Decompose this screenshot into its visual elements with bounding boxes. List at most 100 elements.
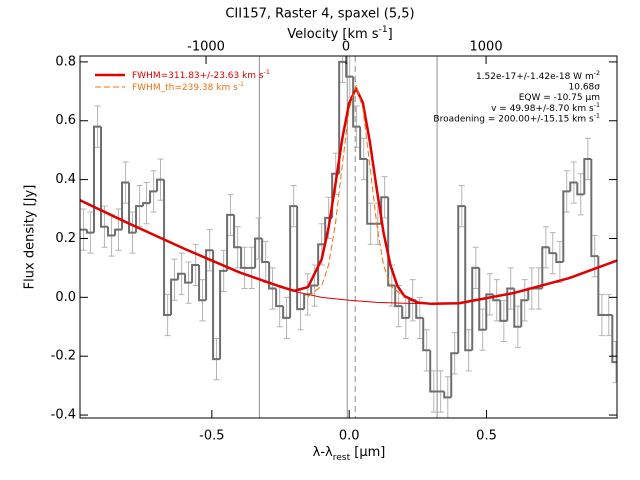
y-tick-label: 0.6 [55, 113, 76, 128]
step-bin [478, 267, 487, 331]
step-bin [569, 181, 578, 192]
y-tick-label: -0.4 [51, 408, 76, 423]
annotation: EQW = -10.75 μm [519, 93, 600, 103]
legend-label: FWHM_th=239.38 km s-1 [132, 81, 244, 93]
annotation: v = 49.98+/-8.70 km s-1 [491, 101, 600, 113]
y-tick-label: 0.2 [55, 231, 76, 246]
step-bin [597, 256, 606, 316]
step-bin [485, 293, 494, 330]
step-bin [275, 288, 284, 308]
step-bin [499, 300, 508, 322]
step-bin [611, 314, 617, 364]
step-bin [163, 179, 172, 316]
step-bin [261, 238, 270, 264]
x2-axis-label-sup: -1 [379, 25, 388, 35]
step-bin [198, 264, 207, 302]
step-bin [156, 178, 165, 192]
step-bin [345, 61, 354, 78]
x-axis-label-sub: rest [333, 453, 351, 463]
step-bin [219, 269, 228, 360]
step-bin [443, 391, 452, 399]
step-bin [93, 125, 102, 233]
step-bin [289, 205, 298, 318]
step-bin [429, 350, 438, 393]
step-bin [387, 197, 396, 287]
y-tick-label: 0.4 [55, 172, 76, 187]
step-bin [520, 299, 529, 327]
step-bin [149, 190, 158, 204]
x2-tick-label: -1000 [187, 40, 225, 55]
y-axis-label: Flux density [Jy] [23, 185, 38, 290]
annotation: 1.52e-17+/-1.42e-18 W m-2 [476, 70, 600, 82]
step-bin [513, 288, 522, 328]
fit-curve [307, 84, 405, 298]
step-bin [464, 206, 473, 352]
step-bin [583, 158, 592, 195]
step-bin [268, 262, 277, 290]
step-bin [310, 284, 319, 295]
step-bin [100, 126, 109, 228]
annotation: 10.68σ [569, 82, 601, 92]
x-tick-label: 0.0 [339, 429, 360, 444]
legend-label-sup: -1 [264, 69, 270, 76]
annotation-text: EQW = -10.75 μm [519, 93, 600, 103]
step-bin [562, 190, 571, 263]
annotation-sup: -1 [594, 101, 600, 108]
step-bin [107, 226, 116, 237]
step-bin [205, 249, 214, 301]
x-axis-label: λ-λrest [μm] [313, 445, 386, 463]
step-bin [135, 205, 144, 233]
x2-tick-label: 0 [342, 40, 350, 55]
step-bin [142, 202, 151, 207]
step-bin [401, 306, 410, 319]
step-bin [170, 278, 179, 315]
step-bin [576, 182, 585, 196]
annotation-sup: -1 [594, 112, 600, 119]
legend-label: FWHM=311.83+/-23.63 km s-1 [132, 69, 270, 81]
annotation-text: 1.52e-17+/-1.42e-18 W m [476, 72, 594, 82]
step-bin [177, 272, 186, 280]
x-axis-label-after: [μm] [350, 445, 385, 460]
step-bin [191, 263, 200, 283]
step-bin [121, 181, 130, 230]
step-bin [184, 273, 193, 284]
step-bin [590, 159, 599, 258]
step-bin [240, 247, 249, 269]
y-tick-label: -0.2 [51, 349, 76, 364]
legend-label-text: FWHM_th=239.38 km s [132, 83, 238, 93]
step-bin [422, 317, 431, 352]
step-bin [254, 237, 263, 268]
y-tick-label: 0.8 [55, 54, 76, 69]
step-bin [317, 243, 326, 286]
legend-label-sup: -1 [238, 81, 244, 88]
plot-area [80, 56, 617, 418]
annotation: Broadening = 200.00+/-15.15 km s-1 [433, 112, 600, 124]
x2-tick-label: 1000 [470, 40, 503, 55]
step-bin [359, 126, 368, 161]
step-bin [415, 300, 424, 319]
step-bin [212, 250, 221, 361]
annotation-text: v = 49.98+/-8.70 km s [491, 103, 594, 113]
step-bin [450, 352, 459, 398]
x2-axis-label-text: Velocity [km s [287, 27, 379, 42]
step-bin [296, 206, 305, 311]
x2-axis-label-after: ] [388, 27, 393, 42]
step-bin [541, 246, 550, 289]
plot-frame [79, 55, 618, 419]
annotation-text: 10.68σ [569, 82, 601, 92]
chart-title: CII157, Raster 4, spaxel (5,5) [225, 7, 414, 22]
step-bin [233, 214, 242, 249]
step-bin [338, 60, 347, 174]
step-bin [394, 285, 403, 308]
step-bin [128, 182, 137, 234]
x2-axis-label: Velocity [km s-1] [287, 25, 392, 42]
step-bin [548, 247, 557, 255]
step-bin [226, 213, 235, 271]
step-bin [471, 266, 480, 351]
step-bin [86, 229, 95, 234]
step-bin [114, 228, 123, 236]
x-tick-label: 0.5 [476, 429, 497, 444]
x-tick-label: -0.5 [199, 429, 224, 444]
